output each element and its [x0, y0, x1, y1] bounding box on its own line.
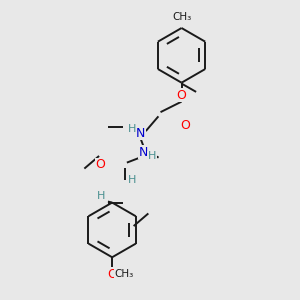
Text: H: H — [96, 191, 105, 201]
Text: H: H — [128, 176, 136, 185]
Text: N: N — [139, 146, 148, 159]
Text: O: O — [107, 268, 117, 281]
Text: O: O — [177, 89, 187, 102]
Text: O: O — [96, 158, 106, 171]
Text: CH₃: CH₃ — [172, 13, 191, 22]
Text: O: O — [180, 119, 190, 132]
Text: H: H — [148, 151, 156, 161]
Text: CH₃: CH₃ — [114, 269, 133, 279]
Text: N: N — [136, 127, 145, 140]
Text: H: H — [128, 124, 136, 134]
